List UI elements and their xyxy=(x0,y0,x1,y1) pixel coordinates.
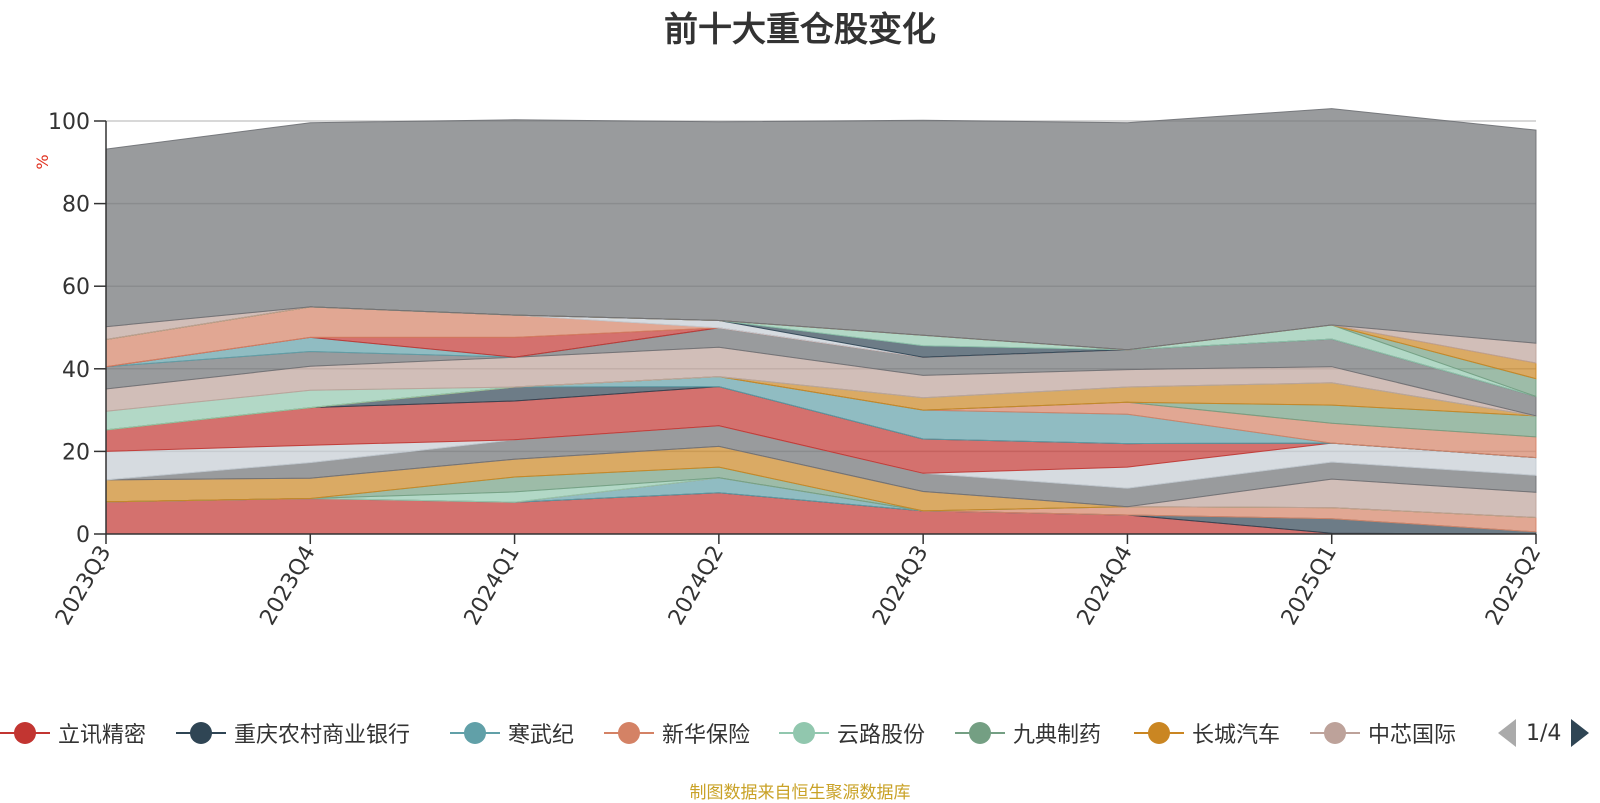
legend-item[interactable]: 中芯国际 xyxy=(1310,716,1456,750)
legend-item[interactable]: 重庆农村商业银行 xyxy=(176,716,410,750)
y-tick-label: 20 xyxy=(62,440,90,465)
y-tick-label: 60 xyxy=(62,275,90,300)
x-tick-label: 2024Q3 xyxy=(868,542,933,630)
legend-marker-icon xyxy=(450,716,500,750)
legend-marker-icon xyxy=(1134,716,1184,750)
x-tick-label: 2024Q2 xyxy=(664,542,729,630)
legend-label: 新华保险 xyxy=(662,723,751,748)
source-note: 制图数据来自恒生聚源数据库 xyxy=(689,783,911,803)
x-tick-label: 2025Q2 xyxy=(1481,542,1546,630)
legend-item[interactable]: 长城汽车 xyxy=(1134,716,1280,750)
legend-label: 九典制药 xyxy=(1013,723,1102,748)
legend: 立讯精密 重庆农村商业银行 寒武纪 新华保险 云路股份 九典制药 长城汽车 中芯国际 xyxy=(0,716,1600,750)
y-tick-label: 0 xyxy=(76,523,90,548)
y-axis-unit: % xyxy=(33,154,52,169)
x-tick-label: 2024Q4 xyxy=(1073,542,1138,630)
y-tick-label: 40 xyxy=(62,358,90,383)
legend-marker-icon xyxy=(0,716,50,750)
legend-marker-icon xyxy=(779,716,829,750)
legend-marker-icon xyxy=(176,716,226,750)
legend-next-page-icon[interactable] xyxy=(1571,719,1590,747)
stacked-areas xyxy=(105,108,1537,535)
legend-item[interactable]: 立讯精密 xyxy=(0,716,146,750)
legend-prev-page-icon[interactable] xyxy=(1498,719,1516,747)
legend-item[interactable]: 新华保险 xyxy=(604,716,750,750)
x-tick-label: 2024Q1 xyxy=(460,542,525,630)
x-tick-label: 2025Q1 xyxy=(1277,542,1342,630)
chart-title: 前十大重仓股变化 xyxy=(664,10,936,50)
legend-label: 长城汽车 xyxy=(1192,723,1281,748)
legend-page-indicator: 1/4 xyxy=(1526,720,1562,746)
legend-marker-icon xyxy=(604,716,654,750)
legend-pager: 1/4 xyxy=(1498,716,1590,750)
legend-item[interactable]: 九典制药 xyxy=(955,716,1101,750)
legend-label: 重庆农村商业银行 xyxy=(234,723,411,748)
legend-label: 云路股份 xyxy=(837,723,926,748)
legend-item[interactable]: 寒武纪 xyxy=(450,716,574,750)
legend-marker-icon xyxy=(955,716,1005,750)
y-tick-label: 100 xyxy=(48,110,90,135)
legend-label: 寒武纪 xyxy=(508,723,575,748)
x-tick-label: 2023Q3 xyxy=(51,542,116,630)
legend-label: 立讯精密 xyxy=(58,723,147,748)
legend-label: 中芯国际 xyxy=(1368,723,1457,748)
x-tick-label: 2023Q4 xyxy=(255,542,320,630)
y-tick-label: 80 xyxy=(62,193,90,218)
area-series-28[interactable] xyxy=(105,108,1537,351)
legend-item[interactable]: 云路股份 xyxy=(779,716,925,750)
legend-marker-icon xyxy=(1310,716,1360,750)
